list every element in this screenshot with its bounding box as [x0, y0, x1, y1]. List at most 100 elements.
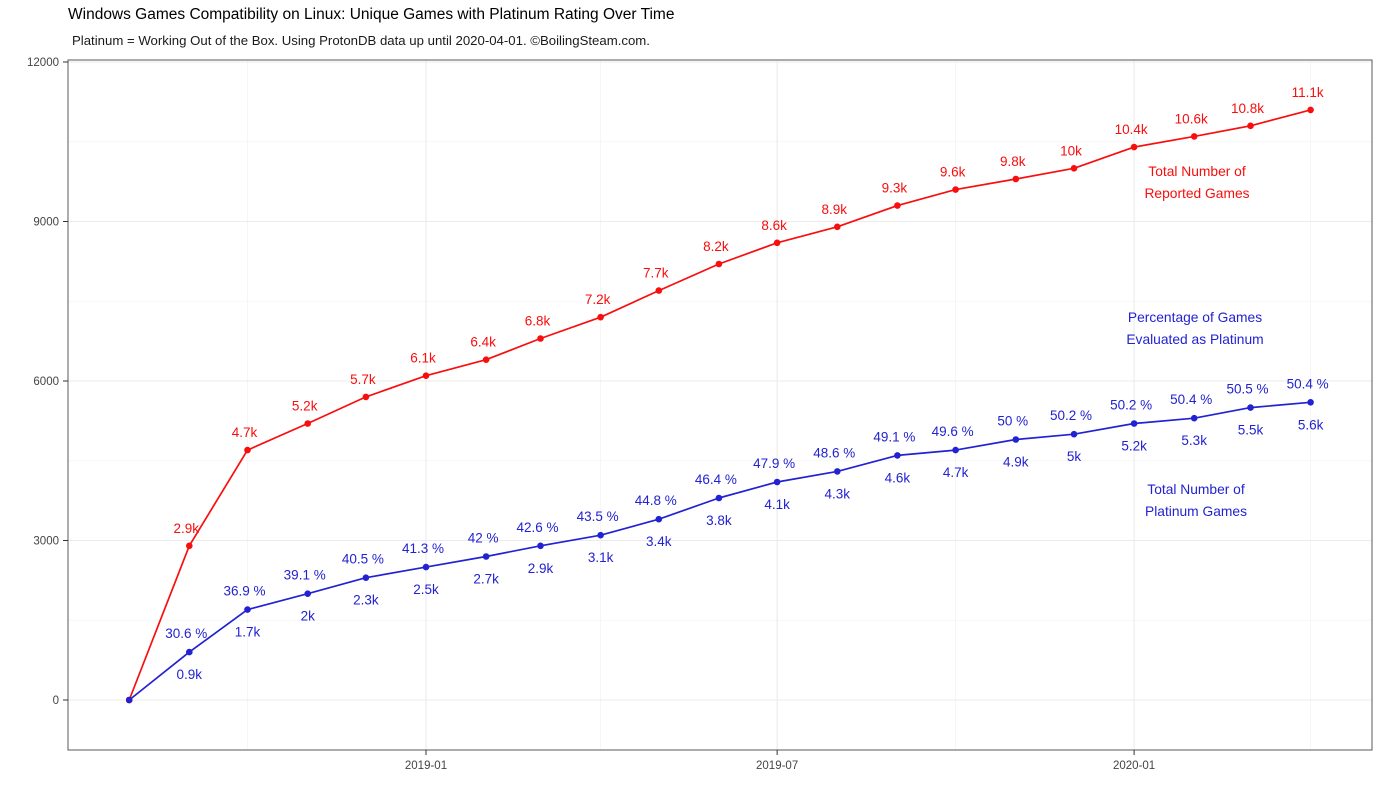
point-percent-label: 50.4 % [1287, 376, 1329, 391]
plot-panel [68, 60, 1372, 750]
point-value-label: 8.2k [703, 239, 729, 254]
data-point [186, 648, 193, 656]
data-point [537, 335, 544, 342]
point-value-label: 8.6k [761, 218, 787, 233]
data-point [244, 606, 251, 613]
point-percent-label: 47.9 % [753, 456, 795, 471]
y-axis-tick-label: 9000 [33, 217, 59, 229]
point-value-label: 6.1k [410, 351, 436, 366]
point-value-label: 3.8k [706, 513, 732, 528]
series-annotation: Evaluated as Platinum [1126, 332, 1263, 347]
data-point [1070, 430, 1078, 438]
point-value-label: 6.4k [470, 335, 496, 350]
data-point [597, 531, 604, 539]
point-percent-label: 42 % [468, 531, 499, 546]
panel-border [67, 59, 1373, 751]
y-axis-tick-label: 12000 [27, 57, 59, 69]
data-point [1070, 165, 1078, 172]
point-value-label: 5k [1067, 449, 1082, 464]
data-point [773, 239, 781, 247]
data-point [125, 696, 133, 704]
data-point [834, 223, 841, 231]
point-percent-label: 39.1 % [284, 568, 326, 583]
point-value-label: 5.6k [1298, 417, 1324, 432]
point-value-label: 2.5k [413, 582, 439, 597]
data-point [655, 515, 663, 523]
data-point [1190, 414, 1198, 422]
data-point [1012, 175, 1020, 183]
data-point [1012, 436, 1020, 443]
point-value-label: 2.3k [353, 593, 379, 608]
data-point [304, 590, 312, 597]
point-percent-label: 50.2 % [1110, 398, 1152, 413]
point-percent-label: 30.6 % [165, 626, 207, 641]
point-value-label: 4.7k [943, 465, 969, 480]
data-point [244, 446, 251, 454]
y-axis-tick-label: 0 [53, 695, 59, 707]
data-point [362, 574, 370, 581]
series-annotation: Total Number of [1147, 482, 1245, 497]
point-value-label: 4.9k [1003, 455, 1029, 470]
data-point [1307, 399, 1314, 406]
point-value-label: 1.7k [235, 625, 261, 640]
data-point [482, 356, 490, 364]
point-value-label: 2k [301, 609, 316, 624]
point-value-label: 8.9k [822, 202, 848, 217]
x-axis-tick-label: 2020-01 [1113, 760, 1155, 772]
point-value-label: 2.7k [473, 572, 499, 587]
data-point [655, 287, 663, 294]
point-value-label: 11.1k [1292, 85, 1324, 100]
data-point [1247, 404, 1254, 411]
data-point [715, 494, 723, 502]
point-percent-label: 40.5 % [342, 552, 384, 567]
y-axis-tick-label: 6000 [33, 376, 59, 388]
point-percent-label: 36.9 % [223, 584, 265, 599]
point-value-label: 2.9k [174, 521, 200, 536]
data-point [597, 313, 604, 321]
point-value-label: 4.6k [885, 470, 911, 485]
data-point [1307, 106, 1314, 114]
x-axis-tick-label: 2019-07 [756, 760, 798, 772]
point-value-label: 5.3k [1181, 433, 1207, 448]
point-value-label: 4.7k [232, 425, 258, 440]
chart-subtitle: Platinum = Working Out of the Box. Using… [72, 33, 650, 48]
data-point [422, 372, 430, 380]
data-point [1247, 122, 1254, 130]
point-percent-label: 50.4 % [1170, 392, 1212, 407]
series-annotation: Percentage of Games [1128, 310, 1262, 325]
point-value-label: 9.6k [940, 165, 966, 180]
point-percent-label: 41.3 % [402, 541, 444, 556]
point-percent-label: 43.5 % [577, 509, 619, 524]
series-annotation: Total Number of [1148, 164, 1246, 179]
data-point [362, 393, 370, 401]
point-percent-label: 42.6 % [516, 520, 558, 535]
data-point [715, 260, 723, 268]
data-point [537, 542, 544, 550]
point-value-label: 7.2k [585, 292, 611, 307]
data-point [952, 446, 959, 454]
point-value-label: 3.4k [646, 534, 672, 549]
point-value-label: 10.4k [1115, 122, 1148, 137]
point-percent-label: 48.6 % [813, 445, 855, 460]
data-point [894, 202, 901, 209]
point-value-label: 6.8k [525, 314, 551, 329]
point-percent-label: 50.5 % [1226, 382, 1268, 397]
point-percent-label: 46.4 % [695, 472, 737, 487]
series-annotation: Platinum Games [1145, 504, 1247, 519]
point-percent-label: 44.8 % [635, 493, 677, 508]
point-value-label: 2.9k [528, 561, 554, 576]
point-percent-label: 49.6 % [932, 424, 974, 439]
point-value-label: 5.7k [350, 372, 376, 387]
point-value-label: 10.6k [1175, 111, 1208, 126]
point-value-label: 4.1k [764, 497, 790, 512]
point-value-label: 10.8k [1231, 101, 1264, 116]
point-value-label: 0.9k [177, 667, 203, 682]
data-point [952, 186, 959, 193]
series-annotation: Reported Games [1144, 186, 1249, 201]
data-point [1130, 420, 1138, 427]
point-value-label: 9.3k [882, 181, 908, 196]
chart-title: Windows Games Compatibility on Linux: Un… [68, 6, 675, 23]
point-value-label: 5.5k [1238, 423, 1264, 438]
x-axis-tick-label: 2019-01 [405, 760, 447, 772]
